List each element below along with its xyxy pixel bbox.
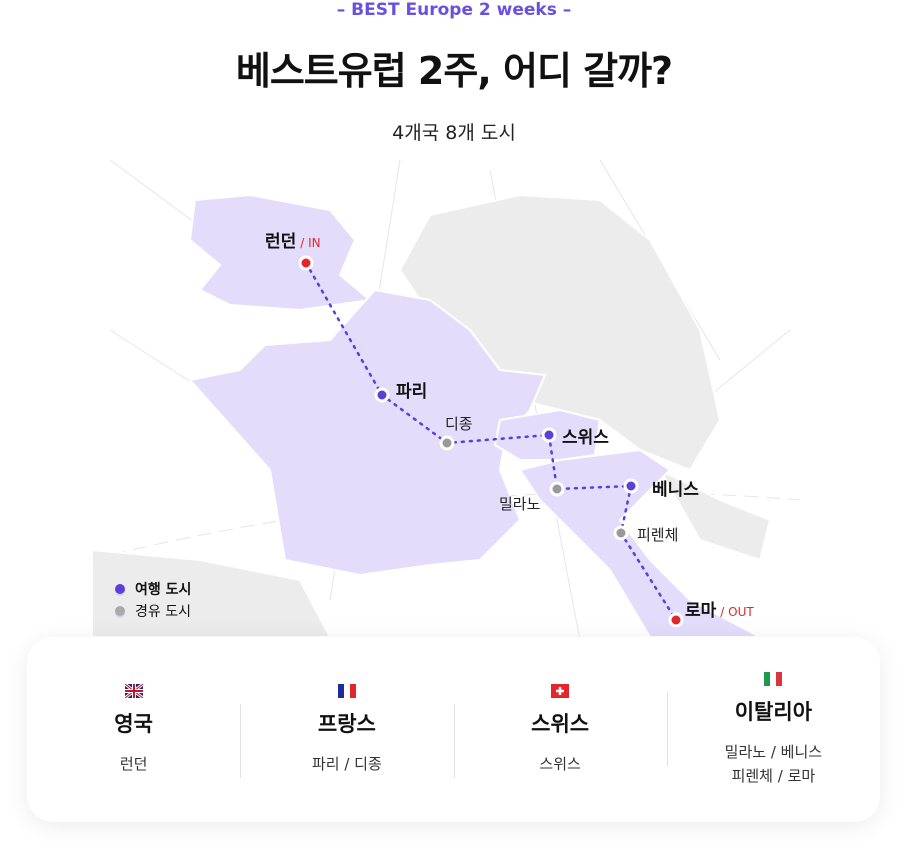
firenze-marker bbox=[613, 525, 629, 541]
land-gray bbox=[91, 193, 772, 638]
london-marker bbox=[298, 255, 314, 271]
page-subtitle: 4개국 8개 도시 bbox=[392, 122, 516, 144]
france-flag-icon bbox=[337, 683, 356, 698]
city-label-london: 런던 / IN bbox=[265, 232, 321, 252]
city-label-venice: 베니스 bbox=[652, 480, 699, 500]
uk-shape bbox=[188, 193, 373, 312]
page-title: 베스트유럽 2주, 어디 갈까? bbox=[235, 49, 673, 93]
legend-travel: 여행 도시 bbox=[115, 578, 191, 600]
country-uk: 영국 런던 bbox=[27, 683, 240, 776]
country-name: 이탈리아 bbox=[734, 699, 813, 724]
country-cities: 밀라노 / 베니스 피렌체 / 로마 bbox=[724, 742, 823, 785]
eyebrow: – BEST Europe 2 weeks – bbox=[336, 0, 572, 20]
legend-transit: 경유 도시 bbox=[115, 600, 191, 622]
country-cities: 스위스 bbox=[539, 754, 581, 773]
country-cities: 파리 / 디종 bbox=[311, 754, 382, 773]
city-label-swiss: 스위스 bbox=[562, 428, 609, 448]
country-name: 프랑스 bbox=[317, 711, 376, 736]
country-switzerland: 스위스 스위스 bbox=[453, 683, 667, 778]
italy-flag-icon bbox=[764, 671, 783, 686]
swiss-flag-icon bbox=[551, 683, 570, 698]
milano-marker bbox=[549, 481, 565, 497]
country-name: 스위스 bbox=[531, 711, 590, 736]
city-label-milano: 밀라노 bbox=[499, 495, 541, 513]
country-france: 프랑스 파리 / 디종 bbox=[240, 683, 453, 778]
city-markers bbox=[298, 255, 684, 628]
city-label-paris: 파리 bbox=[396, 382, 428, 402]
venice-marker bbox=[623, 478, 639, 494]
country-name: 영국 bbox=[114, 711, 153, 736]
country-italy: 이탈리아 밀라노 / 베니스 피렌체 / 로마 bbox=[666, 671, 880, 788]
route-line bbox=[304, 261, 678, 622]
uk-flag-icon bbox=[124, 683, 143, 698]
roma-marker bbox=[668, 612, 684, 628]
dijon-marker bbox=[439, 435, 455, 451]
city-label-dijon: 디종 bbox=[445, 415, 473, 433]
map-legend: 여행 도시 경유 도시 bbox=[115, 578, 191, 622]
transit-dot-icon bbox=[115, 606, 125, 616]
country-cities: 런던 bbox=[119, 754, 148, 773]
country-summary-card: 영국 런던 프랑스 파리 / 디종 스위스 스위스 이탈리아 밀라노 / 베니스… bbox=[27, 637, 880, 822]
swiss-marker bbox=[541, 427, 557, 443]
europe-map bbox=[89, 159, 801, 640]
france-shape bbox=[188, 288, 547, 577]
italy-shape bbox=[518, 448, 761, 638]
paris-marker bbox=[374, 387, 390, 403]
land-highlight bbox=[188, 193, 761, 638]
city-label-roma: 로마 / OUT bbox=[685, 601, 754, 621]
city-label-firenze: 피렌체 bbox=[637, 526, 679, 544]
travel-dot-icon bbox=[115, 584, 125, 594]
